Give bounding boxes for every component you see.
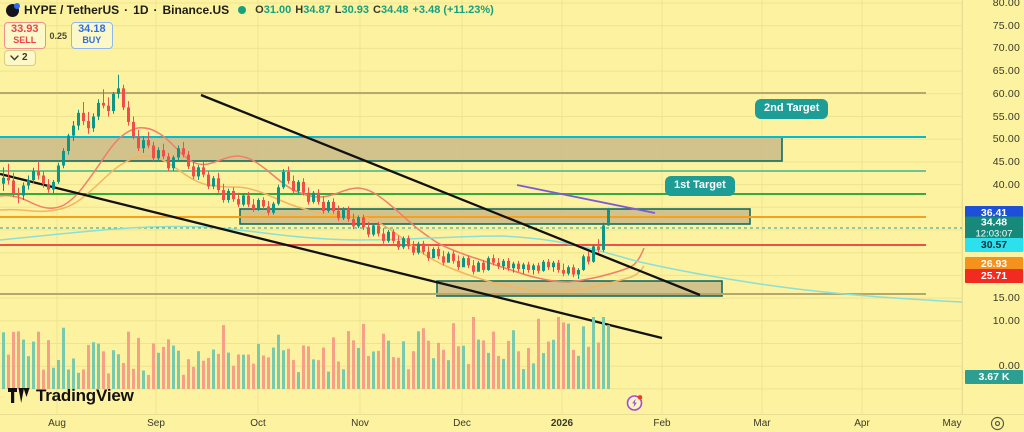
price-tick: 10.00: [992, 314, 1020, 327]
ma-slow: [0, 225, 963, 303]
ohlc-values: O31.00 H34.87 L30.93 C34.48 +3.48 (+11.2…: [255, 4, 494, 16]
candlestick-series: [2, 74, 610, 280]
ohlc-close-key: C: [373, 4, 381, 16]
callout-2nd-target[interactable]: 2nd Target: [755, 99, 829, 130]
buy-sell-widget: 33.93 SELL 0.25 34.18 BUY: [4, 22, 113, 49]
ohlc-open-value: 31.00: [263, 4, 292, 16]
buy-label: BUY: [82, 35, 102, 45]
interval-label[interactable]: 1D: [133, 3, 149, 17]
ohlc-high-value: 34.87: [303, 4, 331, 16]
time-scale[interactable]: Aug Sep Oct Nov Dec 2026 Feb Mar Apr May: [0, 414, 1024, 432]
callout-1st-target[interactable]: 1st Target: [648, 176, 735, 206]
buy-button[interactable]: 34.18 BUY: [71, 22, 113, 49]
sell-price: 33.93: [11, 23, 39, 35]
price-tick: 45.00: [992, 155, 1020, 168]
scale-settings-icon[interactable]: [990, 416, 1005, 431]
symbol-name[interactable]: HYPE / TetherUS: [24, 3, 120, 17]
watermark-text: TradingView: [36, 386, 134, 405]
header-separator: ·: [153, 3, 158, 17]
price-tick: 55.00: [992, 110, 1020, 123]
time-tick: May: [942, 418, 962, 429]
ohlc-open-key: O: [255, 4, 264, 16]
price-tick: 0.00: [998, 360, 1020, 373]
price-scale[interactable]: 80.00 75.00 70.00 65.00 60.00 55.00 50.00 45.00…: [962, 0, 1024, 414]
ohlc-change: +3.48 (+11.23%): [412, 4, 494, 16]
price-tick: 50.00: [992, 133, 1020, 146]
time-tick: Mar: [753, 418, 771, 429]
time-tick: Apr: [854, 418, 870, 429]
price-tick: 65.00: [992, 65, 1020, 78]
callout-2nd-target-label: 2nd Target: [764, 102, 820, 114]
time-tick: Oct: [250, 418, 266, 429]
tradingview-watermark: TradingView: [8, 386, 134, 406]
chart-header: HYPE / TetherUS · 1D · Binance.US O31.00…: [6, 2, 494, 17]
channel-upper-trendline: [200, 93, 701, 297]
time-tick: Nov: [351, 418, 369, 429]
ohlc-high-key: H: [295, 4, 304, 16]
time-tick: Sep: [147, 418, 165, 429]
header-separator: ·: [124, 3, 129, 17]
chevron-down-icon: [10, 54, 19, 61]
time-tick: Feb: [653, 418, 671, 429]
last-price-label[interactable]: 34.48 12:03:07: [965, 216, 1023, 242]
zone-resistance-2nd-target: [0, 136, 783, 162]
exchange-label[interactable]: Binance.US: [162, 3, 230, 17]
volume-label[interactable]: 3.67 K: [965, 370, 1023, 384]
time-tick: 2026: [550, 418, 574, 429]
ma3-price-label[interactable]: 26.93: [965, 257, 1023, 271]
sell-label: SELL: [13, 35, 37, 45]
ohlc-low-key: L: [334, 4, 342, 16]
ma2-price-label[interactable]: 30.57: [965, 238, 1023, 252]
price-tick: 60.00: [992, 87, 1020, 100]
callout-1st-target-label: 1st Target: [674, 179, 726, 191]
quantity-selector[interactable]: 2: [4, 50, 36, 66]
buy-price: 34.18: [78, 23, 106, 35]
ohlc-close-value: 34.48: [380, 4, 409, 16]
volume-series: [2, 317, 610, 389]
price-tick: 80.00: [992, 0, 1020, 9]
price-tick: 75.00: [992, 19, 1020, 32]
sell-button[interactable]: 33.93 SELL: [4, 22, 46, 49]
time-tick: Dec: [453, 418, 471, 429]
purple-trendline: [516, 184, 656, 214]
countdown-timer: 12:03:07: [975, 228, 1013, 240]
chart-grid: [0, 0, 963, 414]
spread-value: 0.25: [49, 30, 68, 41]
price-tick: 70.00: [992, 42, 1020, 55]
tradingview-logo-icon: [8, 388, 30, 403]
ma-mid: [0, 155, 645, 293]
support-price-label[interactable]: 25.71: [965, 269, 1023, 283]
crypto-coin-icon: [6, 2, 20, 17]
ma-fast: [0, 126, 645, 283]
price-tick: 15.00: [992, 292, 1020, 305]
channel-lower-trendline: [0, 172, 663, 340]
ohlc-low-value: 30.93: [341, 4, 370, 16]
chart-drawings-layer: [0, 92, 963, 340]
market-open-dot-icon: [238, 6, 247, 14]
price-tick: 40.00: [992, 178, 1020, 191]
quantity-value: 2: [22, 52, 28, 63]
event-marker-icon[interactable]: [626, 394, 643, 411]
time-tick: Aug: [48, 418, 66, 429]
